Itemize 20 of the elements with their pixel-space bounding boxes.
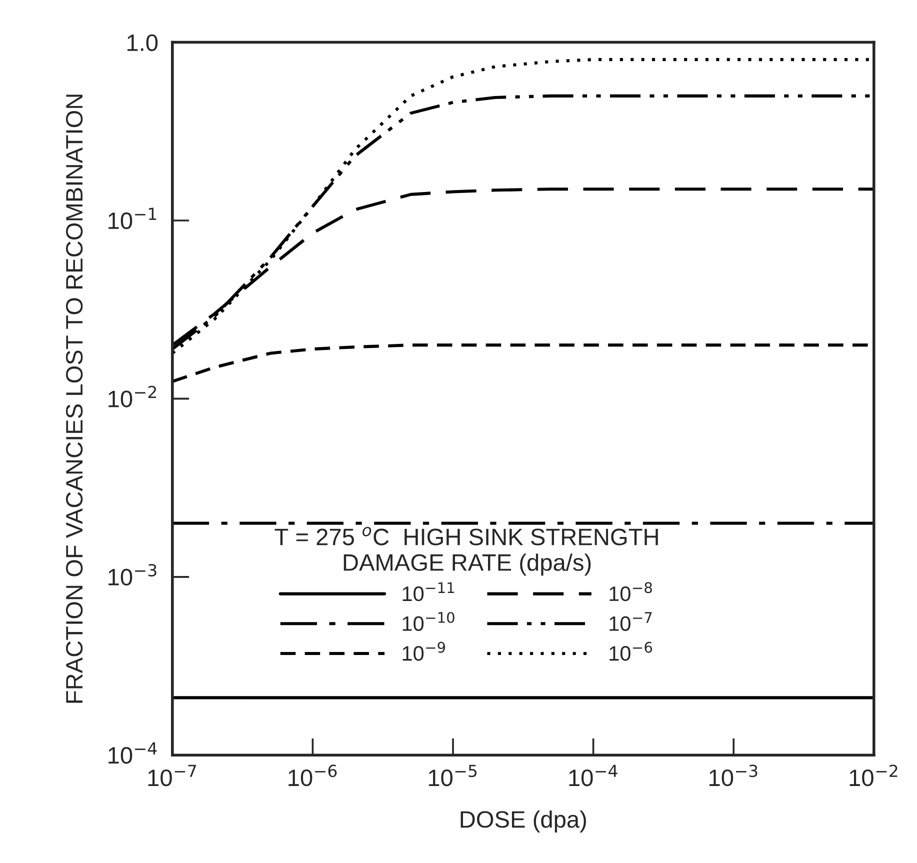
legend-label: 10$^{−8}$ <box>610 582 652 602</box>
y-axis-title: FRACTION OF VACANCIES LOST TO RECOMBINATION <box>66 94 83 703</box>
y-tick-label: 10$^{−1}$ <box>108 208 156 230</box>
y-tick-label: 1.0 <box>127 34 158 52</box>
y-tick-label: 10$^{−3}$ <box>108 564 156 586</box>
legend-title: T = 275 $^{o}$C HIGH SINK STRENGTH DAMAGE RATE (dpa/s) <box>274 526 658 576</box>
x-tick-label: 10$^{−2}$ <box>850 764 898 786</box>
legend-label: 10$^{−9}$ <box>402 642 446 661</box>
legend-label: 10$^{−11}$ <box>402 582 454 602</box>
x-tick-label: 10$^{−5}$ <box>428 764 477 786</box>
x-tick-label: 10$^{−6}$ <box>288 764 337 786</box>
x-tick-label: 10$^{−7}$ <box>148 764 196 786</box>
legend-label: 10$^{−7}$ <box>610 612 652 631</box>
y-tick-label: 10$^{−4}$ <box>108 742 157 764</box>
x-axis-title: DOSE (dpa) <box>460 810 586 832</box>
y-tick-label: 10$^{−2}$ <box>108 386 156 408</box>
legend-label: 10$^{−10}$ <box>402 612 454 631</box>
x-tick-label: 10$^{−4}$ <box>569 764 618 786</box>
x-tick-label: 10$^{−3}$ <box>710 764 758 786</box>
legend-label: 10$^{−6}$ <box>610 642 652 661</box>
